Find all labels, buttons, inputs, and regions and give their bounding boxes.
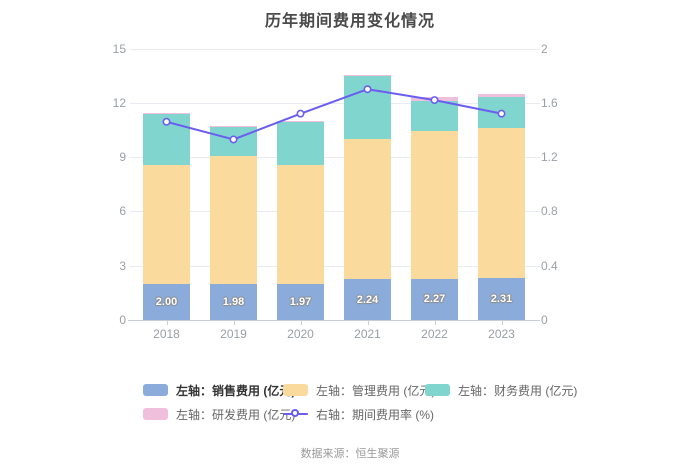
legend-item-management-expense[interactable]: 左轴：管理费用 (亿元) (283, 382, 435, 399)
x-axis-label-2018: 2018 (153, 327, 180, 341)
bar-value-label-2019: 1.98 (222, 296, 245, 309)
legend-item-rd-expense[interactable]: 左轴：研发费用 (亿元) (143, 406, 295, 423)
x-tick-2022 (434, 321, 436, 325)
legend-swatch-rd-expense (143, 408, 168, 420)
legend-item-financial-expense[interactable]: 左轴：财务费用 (亿元) (425, 382, 577, 399)
x-axis-label-2021: 2021 (354, 327, 381, 341)
bar-segment-management-expense-2020[interactable] (277, 165, 324, 285)
x-axis-label-2023: 2023 (488, 327, 515, 341)
line-glyph-dot (291, 409, 299, 417)
bar-segment-sales-expense-2018[interactable] (143, 283, 190, 320)
bar-segment-management-expense-2023[interactable] (478, 127, 525, 279)
x-tick-2020 (300, 321, 302, 325)
bar-segment-rd-expense-2020[interactable] (277, 120, 324, 122)
legend-row-1: 左轴：销售费用 (亿元) 左轴：管理费用 (亿元) 左轴：财务费用 (亿元) (143, 382, 623, 399)
gridline-9 (130, 157, 540, 159)
bar-segment-rd-expense-2018[interactable] (143, 113, 190, 115)
bar-value-label-2020: 1.97 (289, 296, 312, 309)
bar-segment-sales-expense-2021[interactable] (344, 279, 391, 320)
bar-value-label-2023: 2.31 (490, 293, 513, 306)
gridline-6 (130, 211, 540, 213)
bar-value-label-2022: 2.27 (423, 293, 446, 306)
right-axis-label-1.6: 1.6 (541, 95, 558, 110)
right-axis-label-0: 0 (541, 313, 548, 327)
x-axis-label-2020: 2020 (287, 327, 314, 341)
legend-item-sales-expense[interactable]: 左轴：销售费用 (亿元) (143, 382, 295, 399)
legend-swatch-management-expense (283, 384, 308, 396)
legend-label-rd-expense: 左轴：研发费用 (亿元) (176, 407, 296, 422)
legend-label-financial-expense: 左轴：财务费用 (亿元) (458, 383, 578, 398)
chart-title: 历年期间费用变化情况 (264, 13, 435, 30)
x-tick-2021 (367, 321, 369, 325)
legend-label-expense-ratio: 右轴：期间费用率 (%) (316, 407, 434, 422)
bar-segment-financial-expense-2022[interactable] (411, 100, 458, 131)
gridline-15 (130, 48, 540, 50)
bar-segment-sales-expense-2022[interactable] (411, 278, 458, 320)
bar-segment-management-expense-2018[interactable] (143, 165, 190, 284)
bar-segment-management-expense-2019[interactable] (210, 156, 257, 285)
bar-segment-financial-expense-2023[interactable] (478, 97, 525, 128)
bar-segment-rd-expense-2019[interactable] (210, 125, 257, 128)
legend-item-expense-ratio[interactable]: 右轴：期间费用率 (%) (283, 406, 434, 423)
x-tick-2018 (166, 321, 168, 325)
legend-swatch-sales-expense (143, 384, 168, 396)
bar-segment-financial-expense-2019[interactable] (210, 127, 257, 156)
x-tick-2023 (501, 321, 503, 325)
left-axis-label-6: 6 (119, 204, 126, 219)
legend-row-2: 左轴：研发费用 (亿元) 右轴：期间费用率 (%) (143, 406, 623, 423)
bar-segment-sales-expense-2019[interactable] (210, 284, 257, 320)
right-axis-label-0.8: 0.8 (541, 204, 558, 219)
chart-legend: 左轴：销售费用 (亿元) 左轴：管理费用 (亿元) 左轴：财务费用 (亿元) 左轴：研… (143, 383, 623, 431)
x-tick-2019 (233, 321, 235, 325)
left-axis-label-9: 9 (119, 150, 126, 165)
data-source-text: 数据来源：恒生聚源 (300, 448, 400, 460)
bar-segment-sales-expense-2020[interactable] (277, 284, 324, 320)
right-axis-label-0.4: 0.4 (541, 258, 558, 273)
bar-value-label-2018: 2.00 (155, 295, 178, 308)
legend-swatch-financial-expense (425, 384, 450, 396)
left-axis-label-12: 12 (112, 95, 126, 110)
legend-label-sales-expense: 左轴：销售费用 (亿元) (176, 383, 296, 398)
bar-segment-sales-expense-2023[interactable] (478, 278, 525, 320)
bar-segment-rd-expense-2021[interactable] (344, 74, 391, 77)
bar-segment-management-expense-2021[interactable] (344, 139, 391, 280)
bar-segment-rd-expense-2023[interactable] (478, 94, 525, 98)
bar-segment-financial-expense-2020[interactable] (277, 121, 324, 166)
bar-segment-financial-expense-2018[interactable] (143, 114, 190, 166)
gridline-3 (130, 265, 540, 267)
line-marker-icon (283, 408, 308, 420)
left-axis-label-15: 15 (112, 41, 126, 56)
bar-segment-financial-expense-2021[interactable] (344, 76, 391, 140)
left-axis-label-0: 0 (119, 313, 126, 327)
right-axis-label-1.2: 1.2 (541, 150, 558, 165)
left-axis-label-3: 3 (119, 258, 126, 273)
bar-segment-management-expense-2022[interactable] (411, 130, 458, 279)
bar-value-label-2021: 2.24 (356, 293, 379, 306)
x-axis-label-2019: 2019 (220, 327, 247, 341)
legend-label-management-expense: 左轴：管理费用 (亿元) (316, 383, 436, 398)
ratio-marker-2020[interactable] (296, 109, 305, 118)
bar-segment-rd-expense-2022[interactable] (411, 97, 458, 101)
right-axis-label-2: 2 (541, 41, 548, 56)
x-axis-line (128, 320, 540, 321)
x-axis-label-2022: 2022 (421, 327, 448, 341)
